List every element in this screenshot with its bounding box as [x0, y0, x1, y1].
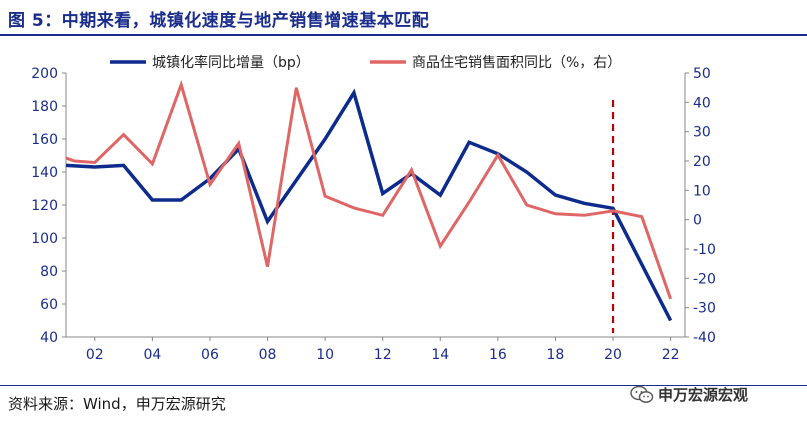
y-right-tick-label: 0	[693, 213, 702, 229]
x-tick-label: 10	[316, 347, 334, 363]
x-tick-label: 04	[143, 347, 161, 363]
y-right-tick-label: 50	[693, 66, 711, 82]
series-line-housing-sales	[65, 79, 673, 300]
y-right-tick-label: -10	[693, 242, 716, 258]
source-note: 资料来源：Wind，申万宏源研究	[8, 395, 226, 413]
y-left-tick-label: 180	[31, 99, 58, 115]
title-divider	[0, 34, 807, 36]
x-tick-label: 20	[604, 347, 622, 363]
y-left-tick-label: 80	[40, 264, 58, 280]
watermark-text: 申万宏源宏观	[658, 386, 749, 404]
y-right-tick-label: 30	[693, 125, 711, 141]
y-right-tick-label: 10	[693, 183, 711, 199]
legend-urbanization-label: 城镇化率同比增量（bp）	[152, 54, 310, 71]
line-chart: 40 60 80 100 120 140 160 180 200 -40 -30 -20 -10 0 10…	[31, 54, 716, 363]
y-left-tick-label: 60	[40, 297, 58, 313]
x-tick-label: 16	[489, 347, 507, 363]
y-left-tick-label: 100	[31, 231, 58, 247]
y-left-tick-label: 160	[31, 132, 58, 148]
y-left-tick-label: 200	[31, 66, 58, 82]
watermark: 申万宏源宏观	[630, 384, 800, 406]
y-left-tick-label: 120	[31, 198, 58, 214]
footer-divider	[0, 385, 807, 386]
x-tick-label: 06	[201, 347, 219, 363]
y-right-tick-label: -40	[693, 330, 716, 346]
series-line-urbanization	[65, 88, 673, 322]
x-tick-label: 14	[431, 347, 449, 363]
y-right-tick-label: -20	[693, 271, 716, 287]
wechat-icon	[630, 385, 654, 403]
y-right-tick-label: -30	[693, 301, 716, 317]
legend-housing-sales-label: 商品住宅销售面积同比（%，右）	[412, 55, 621, 71]
x-tick-label: 18	[547, 347, 565, 363]
y-left-tick-label: 40	[40, 330, 58, 346]
y-right-tick-label: 40	[693, 95, 711, 111]
x-tick-label: 22	[662, 347, 680, 363]
chart-title: 图 5：中期来看，城镇化速度与地产销售增速基本匹配	[8, 11, 430, 31]
y-left-tick-label: 140	[31, 165, 58, 181]
x-tick-label: 02	[86, 347, 104, 363]
y-right-tick-label: 20	[693, 154, 711, 170]
x-tick-label: 08	[259, 347, 277, 363]
x-tick-label: 12	[374, 347, 392, 363]
